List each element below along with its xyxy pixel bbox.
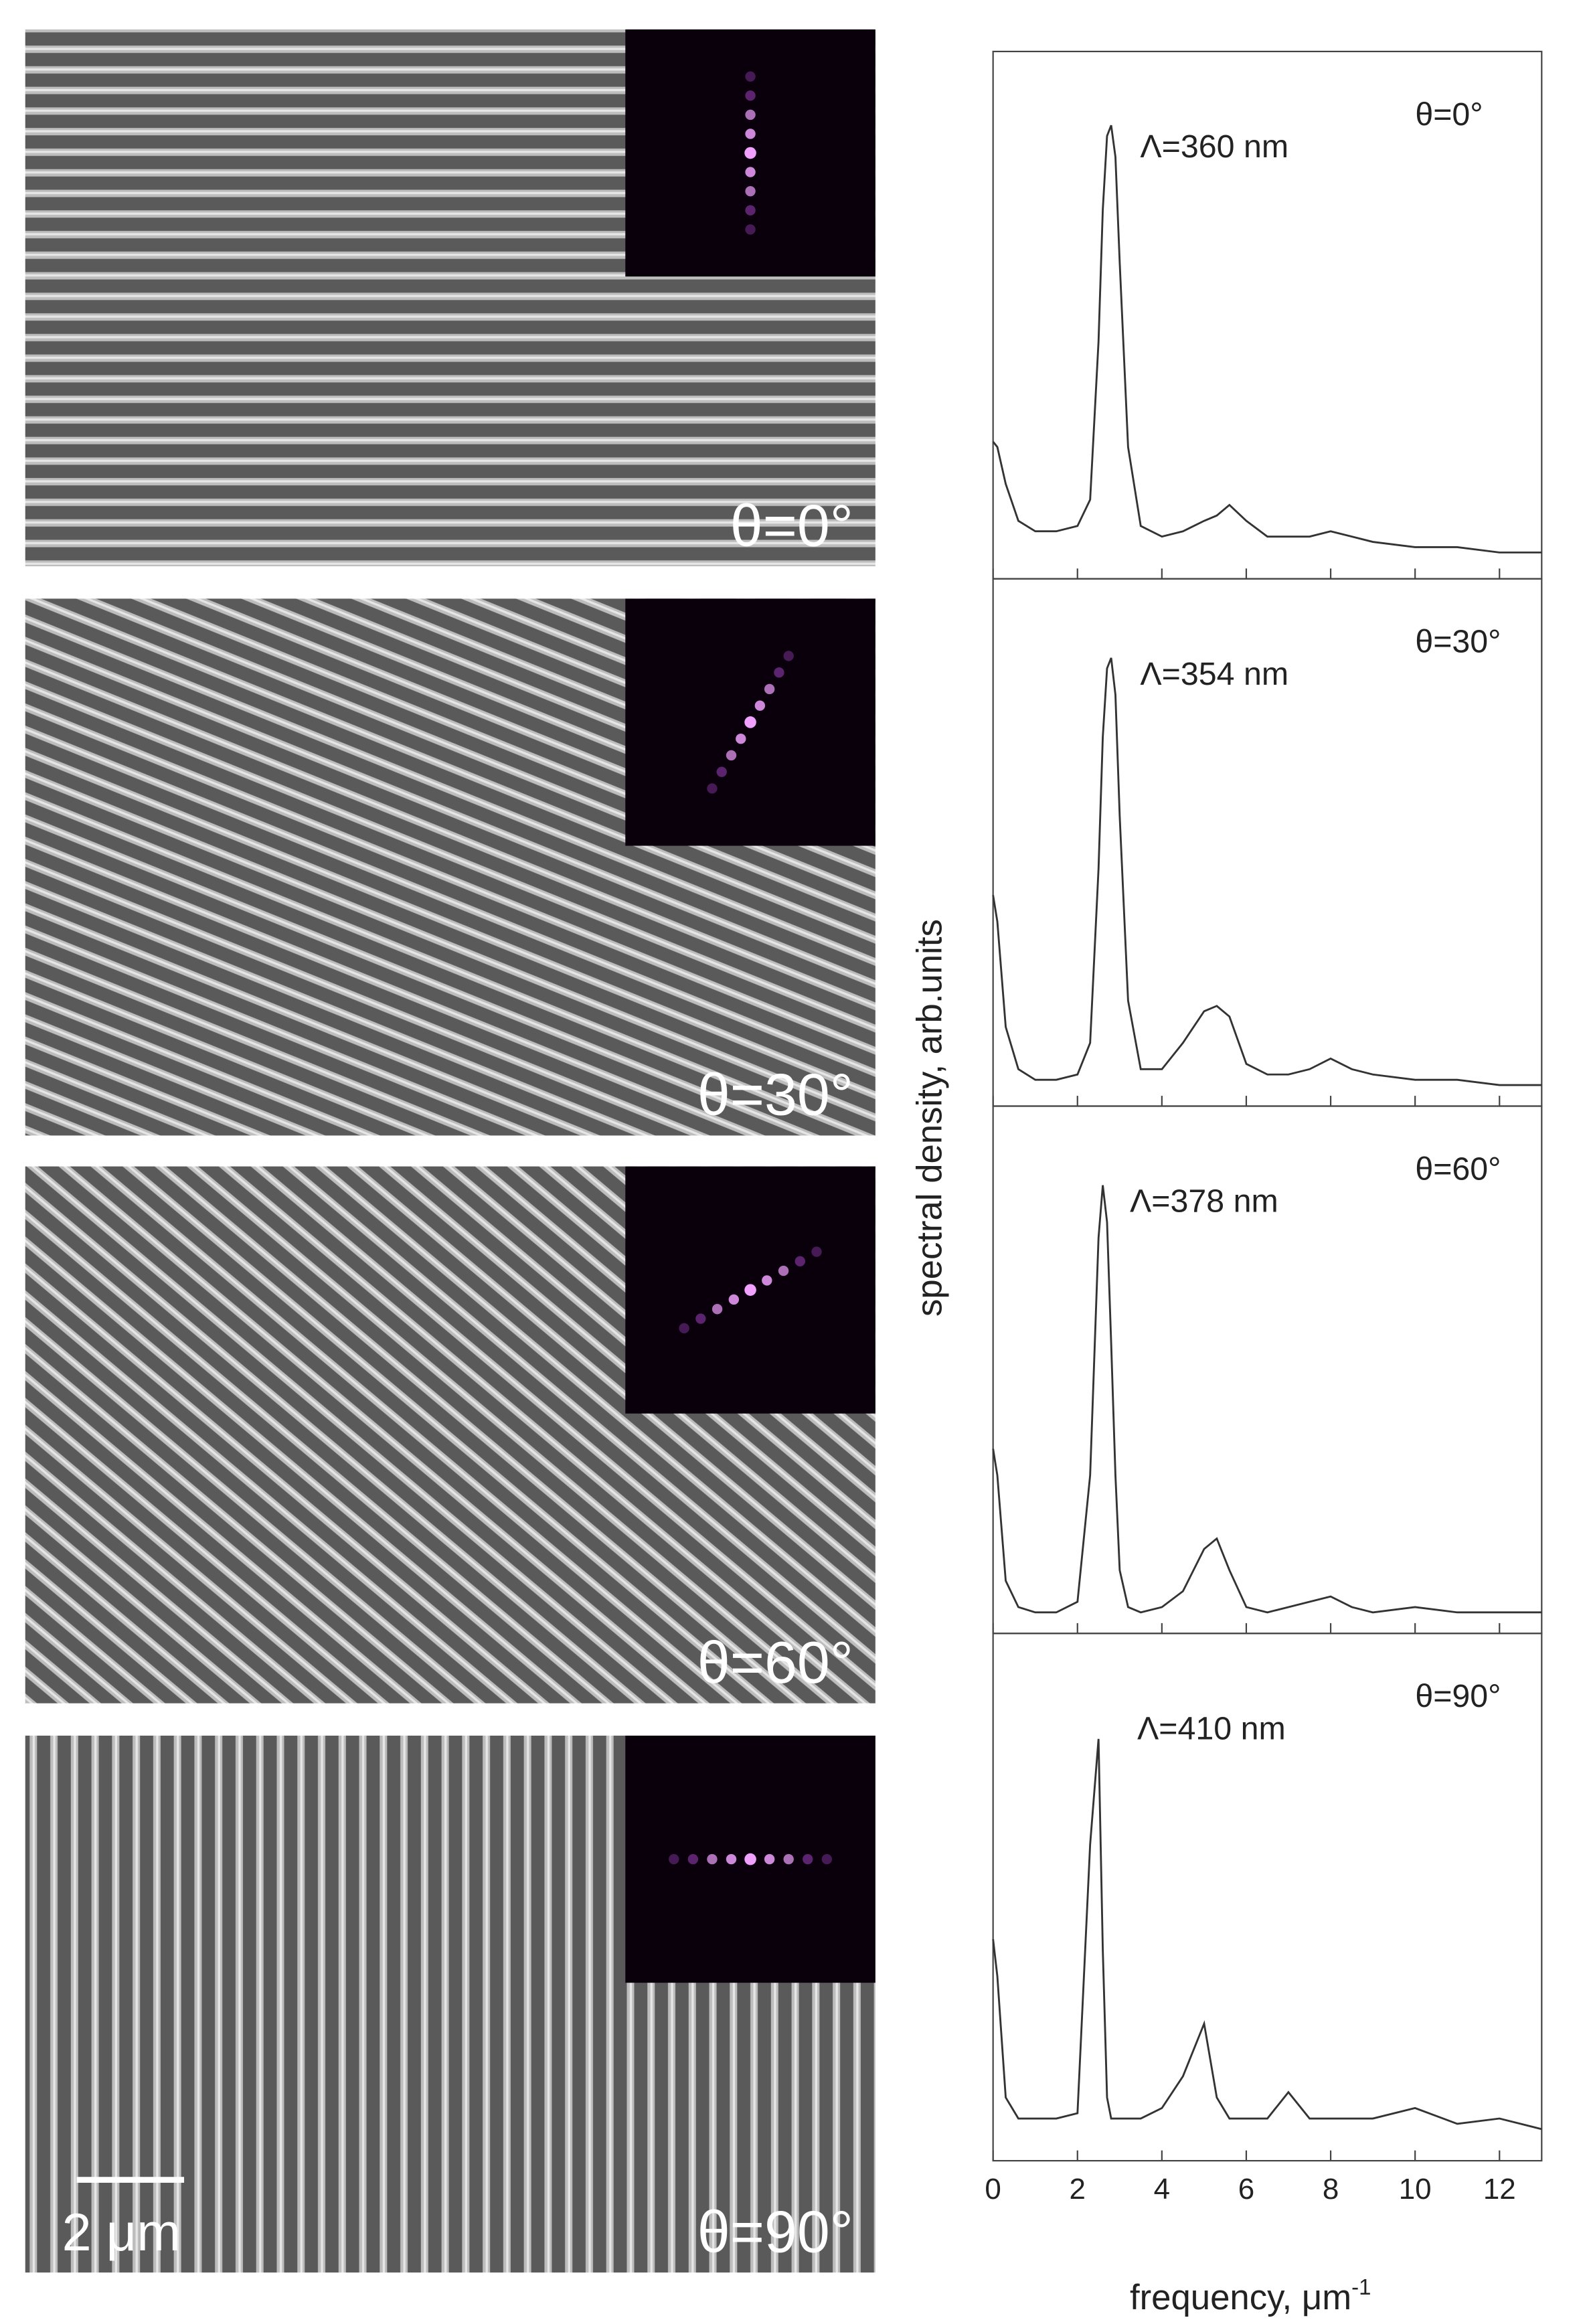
fft-spot (679, 1323, 689, 1334)
spectrum-line (992, 1185, 1542, 1614)
fft-spot (712, 1304, 723, 1315)
spectra: Λ=360 nm θ=0° Λ=354 nm θ=30° Λ=378 nm θ=60° Λ=… (985, 50, 1543, 2206)
x-tick-label: 2 (1070, 2173, 1086, 2206)
fft-spot (728, 1294, 740, 1305)
fft-spot (754, 700, 766, 711)
fft-spot (745, 185, 756, 197)
fft-spot (687, 1853, 699, 1865)
fft-spot (744, 147, 756, 159)
image-label: θ=90° (697, 2198, 853, 2264)
angle-label: θ=90° (1415, 1678, 1501, 1714)
spectrum-line (992, 1738, 1542, 2131)
fft-spot (744, 716, 756, 728)
fft-spot (811, 1246, 822, 1257)
fft-spot (745, 224, 756, 235)
x-axis-label: frequency, μm-1 (1130, 2274, 1371, 2317)
angle-label: θ=30° (1415, 624, 1501, 660)
spectrum-line (992, 124, 1542, 554)
angle-label: θ=60° (1415, 1151, 1501, 1187)
fft-spot (744, 1284, 756, 1296)
fft-spot (764, 683, 775, 695)
x-tick-label: 12 (1483, 2173, 1516, 2206)
fft-spot (744, 1853, 756, 1865)
fft-spot (726, 1853, 737, 1865)
fft-spot (783, 651, 794, 661)
x-axis-label-text: frequency, μm (1130, 2278, 1351, 2317)
fft-spot (745, 109, 756, 120)
x-tick-label: 6 (1238, 2173, 1254, 2206)
peak-annotation: Λ=360 nm (1140, 129, 1288, 165)
fft-spot (762, 1275, 772, 1286)
peak-annotation: Λ=410 nm (1137, 1711, 1286, 1747)
spectrum-line (992, 657, 1542, 1086)
fft-spot (745, 90, 756, 101)
fft-spot (794, 1256, 805, 1267)
fft-spot (803, 1853, 813, 1865)
plot-frame (992, 1633, 1543, 2162)
image-label: θ=60° (697, 1629, 853, 1695)
x-axis-label-sup: -1 (1351, 2274, 1371, 2299)
fft-spot (707, 1853, 718, 1865)
x-tick-label: 4 (1154, 2173, 1170, 2206)
fft-spot (745, 205, 756, 216)
fft-spot (745, 71, 756, 82)
x-tick-label: 10 (1399, 2173, 1432, 2206)
image-label: θ=0° (730, 492, 853, 558)
fft-spot (745, 129, 756, 139)
x-tick-label: 0 (985, 2173, 1001, 2206)
fft-spot (764, 1853, 775, 1865)
peak-annotation: Λ=354 nm (1140, 656, 1288, 692)
fft-spot (669, 1853, 679, 1865)
scale-bar-label: 2 μm (62, 2202, 181, 2262)
fft-spot (783, 1853, 794, 1865)
fft-spot (745, 167, 756, 177)
peak-annotation: Λ=378 nm (1130, 1183, 1278, 1220)
fft-spot (716, 766, 727, 777)
fft-spot (726, 750, 737, 761)
angle-label: θ=0° (1415, 96, 1483, 133)
sem-images: θ=0° θ=30° θ=60° θ=90° 2 μm (25, 29, 875, 2273)
image-label: θ=30° (697, 1062, 853, 1128)
fft-spot (821, 1853, 833, 1865)
fft-spot (736, 734, 746, 744)
fft-spot (778, 1265, 789, 1276)
fft-spot (774, 667, 784, 678)
y-axis-label: spectral density, arb.units (910, 919, 950, 1317)
fft-spot (707, 783, 718, 794)
fft-spot (695, 1313, 706, 1324)
x-tick-label: 8 (1323, 2173, 1339, 2206)
